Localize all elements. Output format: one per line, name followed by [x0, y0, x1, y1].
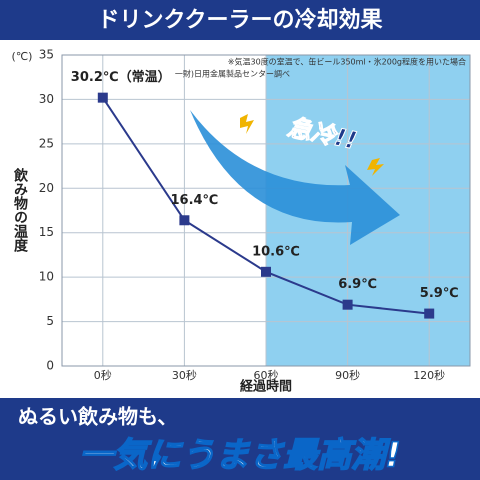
cooling-arrow [190, 110, 400, 245]
x-tick-label: 60秒 [254, 368, 279, 382]
data-label: 10.6℃ [252, 244, 300, 259]
data-point [424, 308, 435, 319]
banner-line1: ぬるい飲み物も、 [18, 405, 177, 429]
data-label: 5.9℃ [420, 286, 459, 301]
plot-area: 0 5 10 15 20 25 30 35 0秒 30秒 60秒 90秒 120秒 30.2℃（常温） 16… [39, 48, 471, 382]
banner-line2: 一気にうまさ最高潮! [79, 436, 401, 476]
data-point [97, 92, 108, 103]
data-point [179, 215, 190, 226]
x-axis-label: 経過時間 [240, 379, 292, 395]
y-tick-label: 25 [39, 136, 54, 150]
lightning-icon [240, 114, 254, 134]
plot-frame [61, 54, 471, 367]
data-label: 30.2℃（常温） [71, 69, 171, 85]
bottom-banner [0, 398, 480, 480]
chart-title: ドリンククーラーの冷却効果 [97, 7, 382, 33]
data-label: 16.4℃ [170, 193, 218, 208]
x-tick-label: 90秒 [335, 368, 360, 382]
title-banner [0, 0, 480, 40]
lightning-icon [367, 158, 384, 176]
data-label: 6.9℃ [338, 277, 377, 292]
y-tick-label: 10 [39, 270, 54, 284]
y-tick-label: 35 [39, 48, 54, 62]
note: 一財)日用金属製品センター調べ [175, 69, 290, 79]
y-unit: (℃) [12, 50, 33, 63]
y-tick-label: 0 [46, 359, 54, 373]
data-point [342, 299, 353, 310]
y-tick-label: 5 [46, 314, 54, 328]
y-axis-label: 飲み物の温度 [12, 167, 29, 253]
y-tick-label: 15 [39, 225, 54, 239]
note: ※気温30度の室温で、缶ビール350ml・氷200g程度を用いた場合 [228, 57, 466, 67]
y-tick-label: 30 [39, 92, 54, 106]
y-tick-label: 20 [39, 181, 54, 195]
x-tick-label: 0秒 [94, 368, 112, 382]
x-tick-label: 30秒 [172, 368, 197, 382]
x-tick-label: 120秒 [413, 368, 445, 382]
data-point [261, 266, 271, 277]
